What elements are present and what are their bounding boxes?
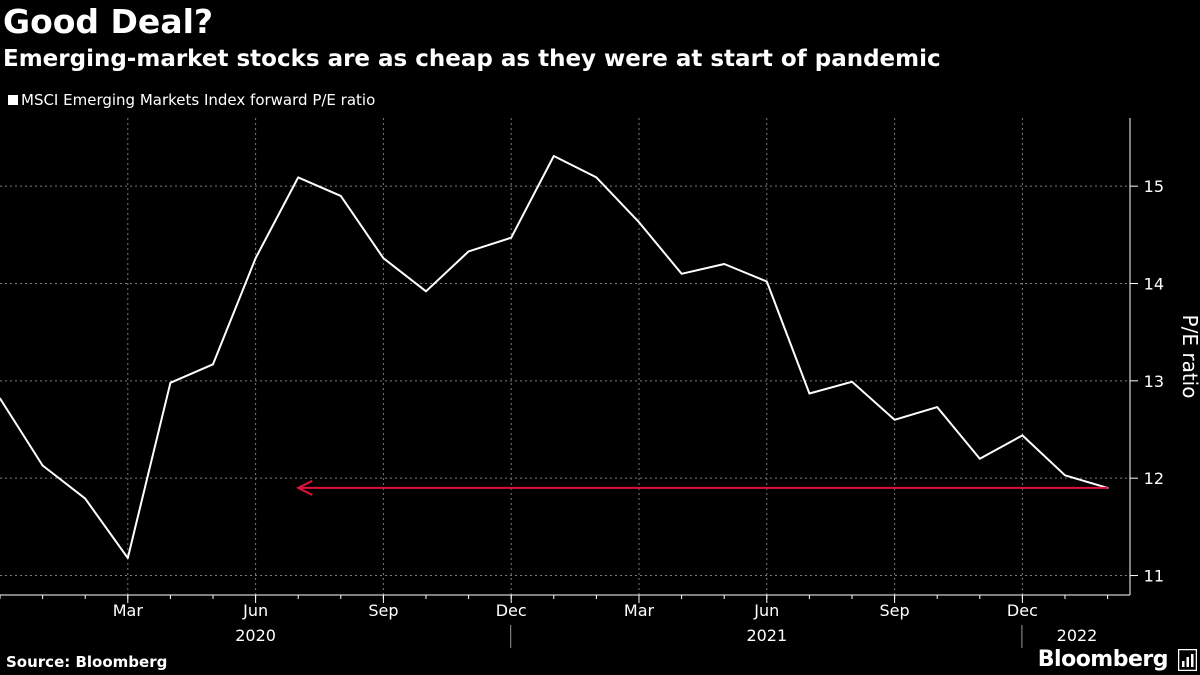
x-tick-label: Jun — [753, 601, 779, 620]
x-tick-label: Dec — [1007, 601, 1038, 620]
data-point — [851, 380, 853, 383]
y-tick-label: 15 — [1144, 177, 1164, 196]
data-point — [1021, 434, 1024, 437]
arrow-head — [295, 480, 313, 496]
data-point — [126, 557, 129, 559]
data-point — [765, 280, 768, 283]
data-point — [84, 497, 87, 500]
y-axis: 11 12 13 14 15 P/E ratio — [1129, 118, 1200, 595]
data-point — [212, 363, 214, 366]
legend-label: MSCI Emerging Markets Index forward P/E … — [21, 91, 376, 109]
x-axis: Mar Jun Sep Dec Mar Jun Sep Dec 2020 2021 2022 — [0, 594, 1130, 648]
y-tick-label: 11 — [1144, 567, 1164, 586]
source-note: Source: Bloomberg — [6, 653, 168, 671]
data-point — [0, 397, 1, 400]
y-axis-title: P/E ratio — [1178, 315, 1200, 399]
x-tick-label: Sep — [368, 601, 398, 620]
data-point — [425, 290, 427, 293]
legend-swatch — [8, 95, 18, 105]
x-year-label: 2020 — [235, 626, 276, 645]
x-tick-label: Jun — [242, 601, 268, 620]
legend: MSCI Emerging Markets Index forward P/E … — [8, 90, 375, 110]
terminal-icon — [1178, 649, 1197, 671]
data-point — [382, 257, 385, 260]
series-layer — [0, 155, 1109, 559]
x-year-label: 2022 — [1057, 626, 1098, 645]
x-year-label: 2021 — [746, 626, 787, 645]
data-point — [339, 194, 342, 197]
annotations — [295, 480, 1108, 496]
data-point — [41, 464, 44, 467]
y-tick-label: 12 — [1144, 469, 1164, 488]
data-point — [595, 176, 598, 179]
series-line — [0, 155, 1108, 559]
y-tick-label: 14 — [1144, 274, 1164, 293]
y-tick-label: 13 — [1144, 372, 1164, 391]
grid-lines — [0, 118, 1130, 595]
data-point — [254, 257, 257, 260]
x-tick-label: Mar — [624, 601, 655, 620]
data-point — [510, 236, 513, 239]
data-point — [169, 381, 172, 384]
data-point — [808, 392, 811, 395]
chart-title: Good Deal? — [3, 2, 214, 41]
chart-subtitle: Emerging-market stocks are as cheap as t… — [3, 46, 941, 72]
x-tick-label: Mar — [113, 601, 144, 620]
x-tick-label: Sep — [880, 601, 910, 620]
bloomberg-logo: Bloomberg — [1037, 647, 1169, 672]
data-point — [552, 155, 555, 157]
data-point — [978, 457, 981, 460]
data-point — [723, 263, 726, 265]
data-point — [297, 176, 300, 179]
data-point — [936, 406, 939, 409]
data-point — [893, 418, 896, 421]
x-tick-label: Dec — [496, 601, 527, 620]
data-point — [1064, 474, 1066, 477]
data-point — [638, 221, 640, 224]
data-point — [467, 250, 470, 253]
data-point — [680, 272, 683, 275]
